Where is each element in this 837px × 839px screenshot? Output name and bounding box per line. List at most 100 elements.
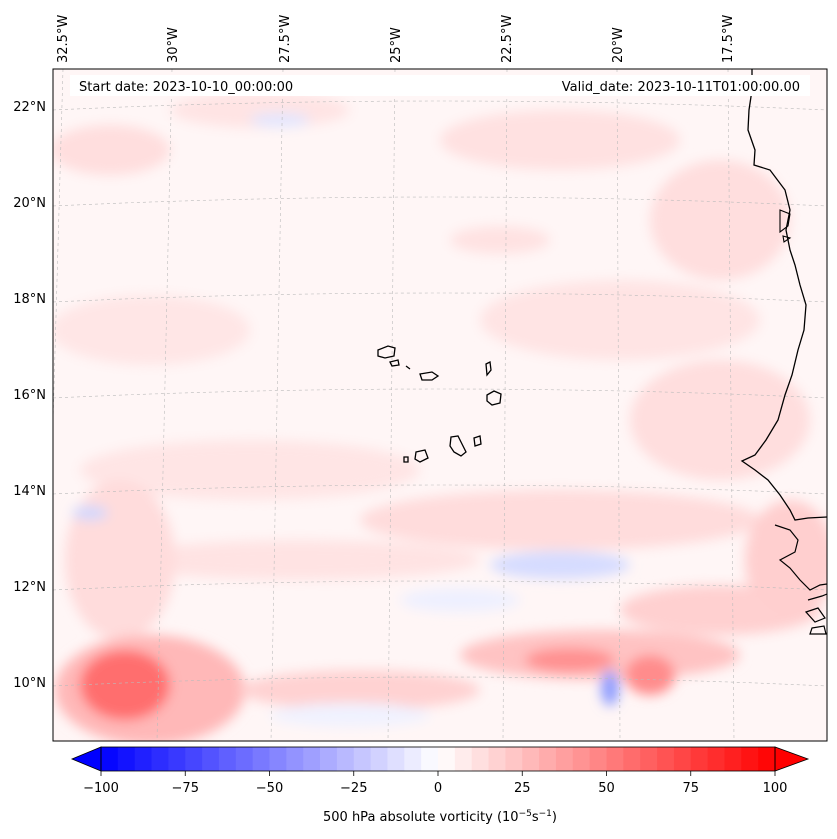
vorticity-patch-negative <box>400 588 520 612</box>
start-date-label: Start date: 2023-10-10_00:00:00 <box>79 80 293 95</box>
colorbar-bin <box>724 747 742 771</box>
colorbar-bin <box>404 747 422 771</box>
lat-label: 14°N <box>13 484 46 499</box>
colorbar-tick-label: 25 <box>514 781 531 796</box>
africa-coastline <box>804 593 827 635</box>
colorbar-bin <box>673 747 692 771</box>
latitude-labels: 22°N 20°N 18°N 16°N 14°N 12°N 10°N <box>13 100 46 691</box>
colorbar-bin <box>657 747 675 771</box>
colorbar-bin <box>101 747 119 771</box>
vorticity-patch <box>525 648 615 672</box>
lat-label: 10°N <box>13 676 46 691</box>
colorbar-max-extend-arrow <box>774 746 810 772</box>
colorbar: −100 −75 −50 −25 0 25 50 75 100 500 hPa absolute… <box>70 746 810 825</box>
colorbar-tick-label: 100 <box>763 781 788 796</box>
island-santiago <box>449 435 467 457</box>
colorbar-bin <box>218 747 237 771</box>
colorbar-bin <box>623 747 641 771</box>
colorbar-bin <box>387 747 405 771</box>
island-sal <box>485 361 492 377</box>
vorticity-patch <box>53 125 170 175</box>
colorbar-bins <box>101 747 776 771</box>
colorbar-bin <box>454 747 473 771</box>
colorbar-bin <box>286 747 304 771</box>
vorticity-patch-negative <box>250 113 310 127</box>
colorbar-tick-label: −50 <box>256 781 283 796</box>
lon-label: 30°W <box>166 27 181 63</box>
vorticity-patch <box>450 226 550 254</box>
colorbar-ticks: −100 −75 −50 −25 0 25 50 75 100 <box>83 771 787 796</box>
vorticity-patch <box>240 670 480 710</box>
lon-label: 32.5°W <box>56 15 71 63</box>
island-brava <box>403 456 409 463</box>
vorticity-patch <box>745 500 827 620</box>
colorbar-min-extend-arrow <box>70 746 102 772</box>
island-santo-antao <box>377 345 396 359</box>
colorbar-tick-label: −25 <box>340 781 367 796</box>
vorticity-patch <box>65 480 175 640</box>
colorbar-bin <box>707 747 725 771</box>
island-fogo <box>414 449 429 463</box>
island-boa-vista <box>486 390 502 406</box>
vorticity-patch <box>630 360 810 480</box>
colorbar-tick-label: 0 <box>434 781 442 796</box>
colorbar-bin <box>539 747 557 771</box>
colorbar-tick-label: 75 <box>682 781 699 796</box>
lon-label: 17.5°W <box>721 15 736 63</box>
colorbar-bin <box>741 747 759 771</box>
colorbar-bin <box>252 747 270 771</box>
colorbar-bin <box>471 747 489 771</box>
colorbar-bin <box>202 747 220 771</box>
map-panel: Start date: 2023-10-10_00:00:00 Valid_da… <box>53 69 827 741</box>
lat-label: 12°N <box>13 580 46 595</box>
colorbar-bin <box>690 747 708 771</box>
valid-date-label: Valid_date: 2023-10-11T01:00:00.00 <box>562 80 800 95</box>
africa-coastline <box>779 209 792 243</box>
colorbar-bin <box>151 747 169 771</box>
colorbar-bin <box>572 747 591 771</box>
lon-label: 22.5°W <box>500 15 515 63</box>
colorbar-bin <box>421 747 439 771</box>
vorticity-patch-negative <box>72 506 108 520</box>
vorticity-patch <box>440 110 680 170</box>
vorticity-patch-negative <box>270 703 430 727</box>
africa-coastline <box>774 524 827 591</box>
colorbar-bin <box>336 747 355 771</box>
gridlines <box>53 69 827 741</box>
vorticity-patch-negative <box>490 551 630 579</box>
vorticity-patch <box>480 280 760 360</box>
vorticity-patch <box>80 440 420 500</box>
colorbar-bin <box>758 747 776 771</box>
vorticity-field <box>53 92 827 741</box>
vorticity-patch <box>53 295 250 365</box>
cape-verde-islands <box>377 345 502 463</box>
colorbar-tick-label: 50 <box>598 781 615 796</box>
africa-coastline <box>740 69 827 521</box>
vorticity-patch <box>360 490 760 550</box>
island-maio <box>473 435 482 447</box>
colorbar-bin <box>303 747 321 771</box>
colorbar-bin <box>370 747 388 771</box>
colorbar-bin <box>589 747 607 771</box>
island-sao-vicente <box>389 359 400 367</box>
longitude-labels: 32.5°W 30°W 27.5°W 25°W 22.5°W 20°W 17.5… <box>56 15 736 63</box>
vorticity-patch <box>650 160 790 280</box>
colorbar-bin <box>505 747 523 771</box>
lon-label: 25°W <box>389 27 404 63</box>
colorbar-label: 500 hPa absolute vorticity (10−5s−1) <box>323 809 557 825</box>
lat-label: 18°N <box>13 292 46 307</box>
colorbar-bin <box>555 747 574 771</box>
island-sao-nicolau <box>419 371 440 381</box>
colorbar-bin <box>168 747 186 771</box>
colorbar-bin <box>320 747 338 771</box>
lat-label: 16°N <box>13 388 46 403</box>
lon-label: 27.5°W <box>278 15 293 63</box>
colorbar-bin <box>488 747 506 771</box>
vorticity-patch <box>80 650 170 720</box>
lat-label: 22°N <box>13 100 46 115</box>
vorticity-patch <box>625 655 675 695</box>
vorticity-patch-negative <box>601 670 619 706</box>
colorbar-bin <box>640 747 658 771</box>
lon-label: 20°W <box>611 27 626 63</box>
